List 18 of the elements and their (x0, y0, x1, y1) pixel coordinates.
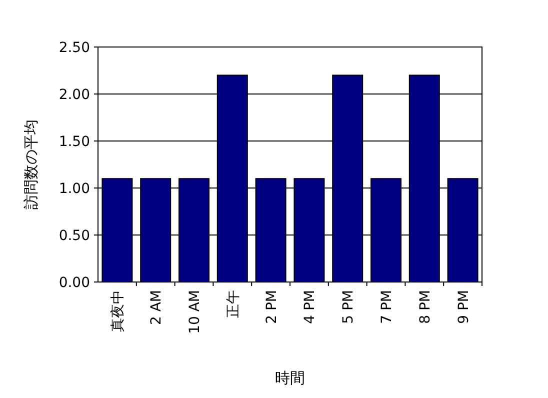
x-tick-label: 8 PM (417, 290, 434, 324)
y-tick-label: 0.00 (58, 275, 90, 291)
y-axis-title: 訪問数の平均 (22, 120, 40, 210)
x-tick-label: 10 AM (187, 290, 203, 334)
x-tick-label: 5 PM (340, 290, 357, 324)
x-tick-label: 7 PM (379, 290, 395, 324)
x-tick-label: 正午 (225, 290, 242, 318)
y-tick-label: 2.50 (58, 40, 90, 56)
x-tick-label: 真夜中 (110, 290, 126, 332)
x-tick-label: 2 PM (264, 290, 280, 324)
x-axis-title: 時間 (275, 369, 305, 387)
y-tick-label: 0.50 (58, 228, 90, 244)
y-tick-label: 2.00 (58, 87, 90, 103)
x-tick-label: 9 PM (456, 290, 472, 324)
y-tick-label: 1.00 (58, 181, 90, 197)
x-tick-label: 4 PM (302, 290, 318, 324)
y-tick-label: 1.50 (58, 134, 90, 150)
x-tick-label: 2 AM (148, 290, 165, 326)
